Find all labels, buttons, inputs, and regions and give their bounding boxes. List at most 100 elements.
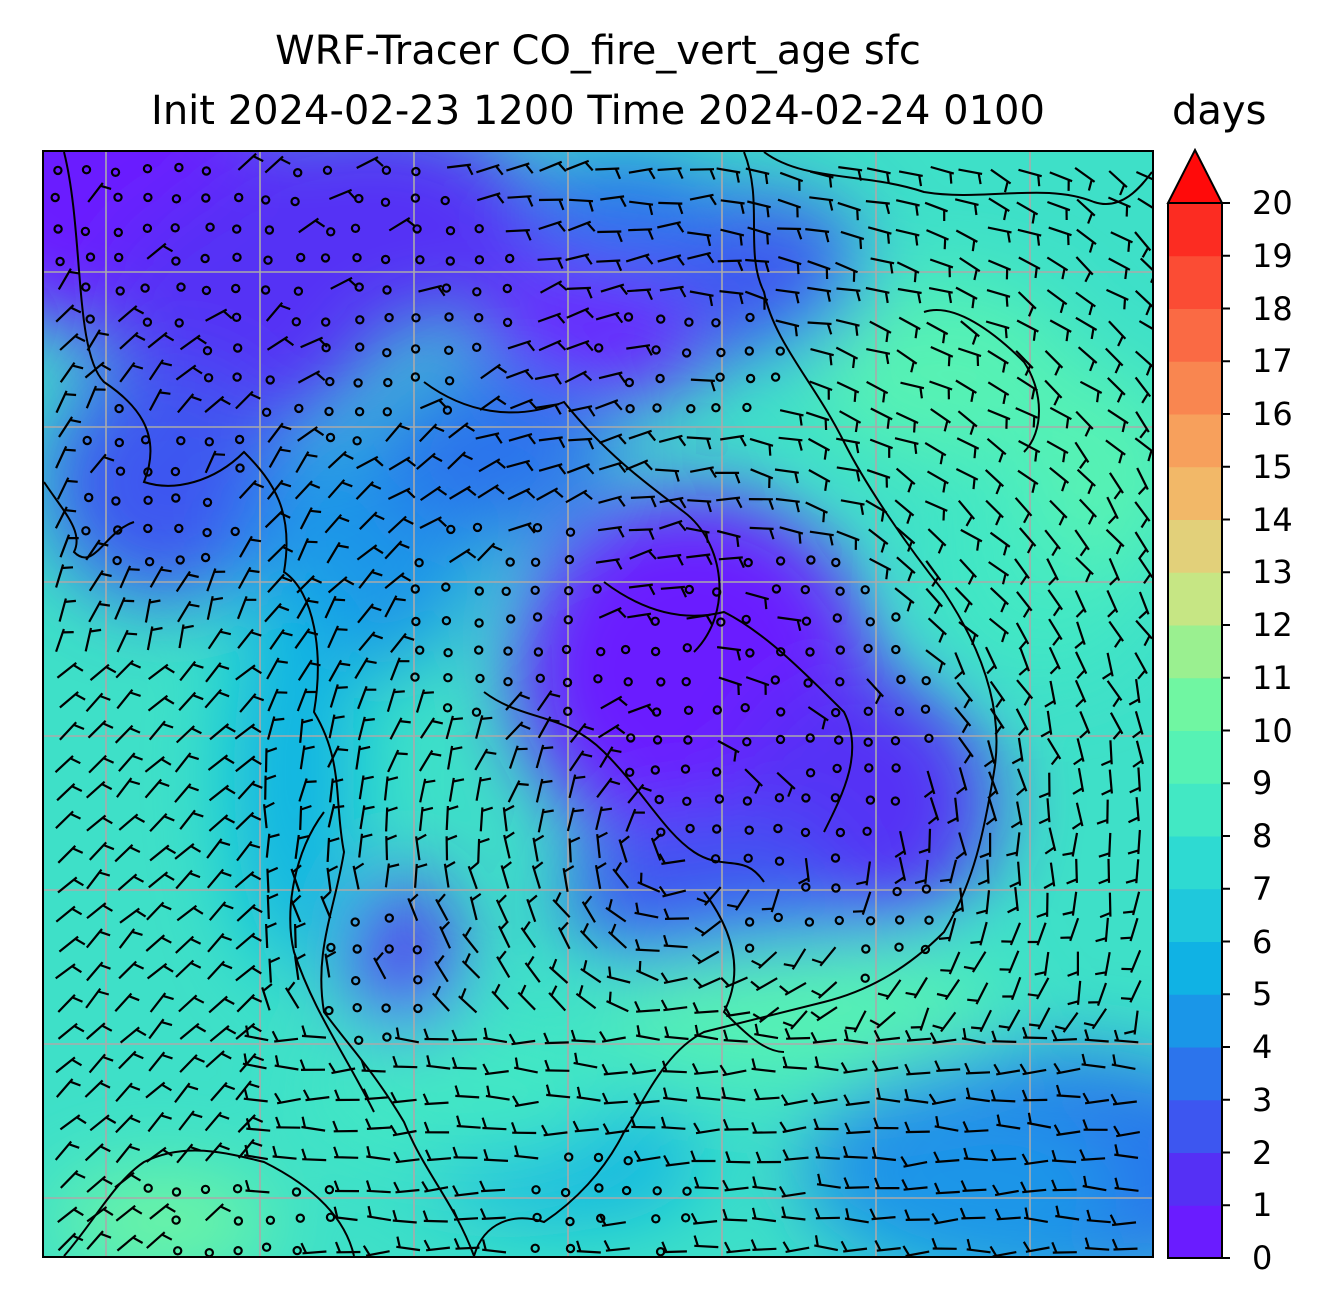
wind-barb xyxy=(985,797,998,826)
wind-barb xyxy=(327,803,345,828)
wind-barb xyxy=(204,1111,230,1132)
wind-barb xyxy=(958,736,974,764)
wind-barb xyxy=(693,1176,719,1190)
wind-barb xyxy=(566,463,595,475)
calm-wind-marker xyxy=(112,555,122,566)
wind-barb xyxy=(445,805,459,831)
wind-barb xyxy=(660,585,687,598)
wind-barb xyxy=(722,1118,749,1131)
calm-wind-marker xyxy=(562,677,573,688)
calm-wind-marker xyxy=(832,763,842,774)
wind-barb xyxy=(1084,1237,1110,1251)
field-region xyxy=(484,242,724,402)
wind-barb xyxy=(267,422,292,443)
wind-barb xyxy=(149,844,177,862)
calm-wind-marker xyxy=(776,647,786,657)
wind-barb xyxy=(448,422,475,439)
wind-barb xyxy=(274,1092,301,1105)
wind-barb xyxy=(778,1185,806,1198)
calm-wind-marker xyxy=(171,1215,181,1225)
calm-wind-marker xyxy=(204,1248,214,1256)
wind-barb xyxy=(118,1050,144,1070)
wind-barb xyxy=(85,539,109,561)
wind-barb xyxy=(454,1085,480,1099)
calm-wind-marker xyxy=(924,733,934,744)
wind-barb xyxy=(1086,1209,1111,1224)
wind-barb xyxy=(868,528,889,553)
wind-barb xyxy=(570,1029,596,1043)
wind-barb xyxy=(929,258,954,278)
wind-barb xyxy=(86,902,113,920)
wind-barb xyxy=(1034,951,1050,976)
calm-wind-marker xyxy=(800,585,811,595)
wind-barb xyxy=(431,985,451,1012)
wind-barb xyxy=(1040,710,1053,738)
wind-barb xyxy=(722,1208,748,1222)
wind-barb xyxy=(1075,651,1088,680)
wind-barb xyxy=(384,595,406,618)
colorbar-segment xyxy=(1168,941,1222,995)
wind-barb xyxy=(777,256,802,275)
wind-barb xyxy=(264,602,290,623)
wind-barb xyxy=(836,466,861,482)
calm-wind-marker xyxy=(114,437,125,448)
wind-barb xyxy=(505,229,532,241)
calm-wind-marker xyxy=(326,227,336,237)
calm-wind-marker xyxy=(593,1152,604,1163)
wind-barb xyxy=(753,1088,780,1101)
wind-barb xyxy=(117,873,145,891)
colorbar-extend-arrow xyxy=(1166,148,1224,204)
wind-barb xyxy=(627,288,653,301)
wind-barb xyxy=(85,928,111,949)
calm-wind-marker xyxy=(684,317,694,327)
calm-wind-marker xyxy=(143,192,153,203)
wind-barb xyxy=(119,907,147,924)
wind-barb xyxy=(1075,256,1094,283)
wind-barb xyxy=(1014,497,1033,524)
wind-barb xyxy=(1049,406,1072,429)
wind-barb xyxy=(1122,891,1141,916)
wind-barb xyxy=(842,1145,868,1159)
wind-barb xyxy=(144,756,172,773)
wind-barb xyxy=(1081,1053,1106,1069)
wind-barb xyxy=(299,718,314,743)
wind-barb xyxy=(1111,1238,1138,1251)
calm-wind-marker xyxy=(143,495,153,505)
calm-wind-marker xyxy=(801,882,811,892)
wind-barb xyxy=(448,777,465,802)
calm-wind-marker xyxy=(805,647,815,657)
wind-barb xyxy=(328,659,351,682)
calm-wind-marker xyxy=(231,224,242,234)
wind-barb xyxy=(1073,738,1085,766)
wind-barb xyxy=(275,1116,301,1129)
colorbar-segment xyxy=(1168,414,1222,468)
wind-barb xyxy=(976,890,991,915)
wind-barb xyxy=(362,1245,390,1256)
wind-barb xyxy=(324,513,350,534)
wind-barb xyxy=(660,972,688,984)
calm-wind-marker xyxy=(171,194,182,204)
wind-barb xyxy=(813,1118,839,1131)
wind-barb xyxy=(242,1053,267,1070)
colorbar xyxy=(1166,148,1230,1259)
calm-wind-marker xyxy=(652,1186,662,1196)
calm-wind-marker xyxy=(170,466,181,477)
wind-barb xyxy=(178,624,194,649)
calm-wind-marker xyxy=(170,223,180,233)
wind-barb xyxy=(595,311,624,324)
wind-barb xyxy=(1046,289,1068,314)
wind-barb xyxy=(419,516,448,529)
calm-wind-marker xyxy=(264,225,275,235)
colorbar-segment xyxy=(1168,203,1222,257)
wind-barb xyxy=(208,901,234,921)
calm-wind-marker xyxy=(773,912,784,923)
wind-barb xyxy=(149,565,172,588)
wind-barb xyxy=(1007,886,1019,914)
wind-barb xyxy=(576,1086,601,1102)
wind-barb xyxy=(208,784,236,802)
wind-barb xyxy=(235,755,262,773)
wind-barb xyxy=(234,870,262,889)
wind-barb xyxy=(811,946,837,967)
wind-barb xyxy=(415,833,427,861)
wind-barb xyxy=(324,595,346,619)
